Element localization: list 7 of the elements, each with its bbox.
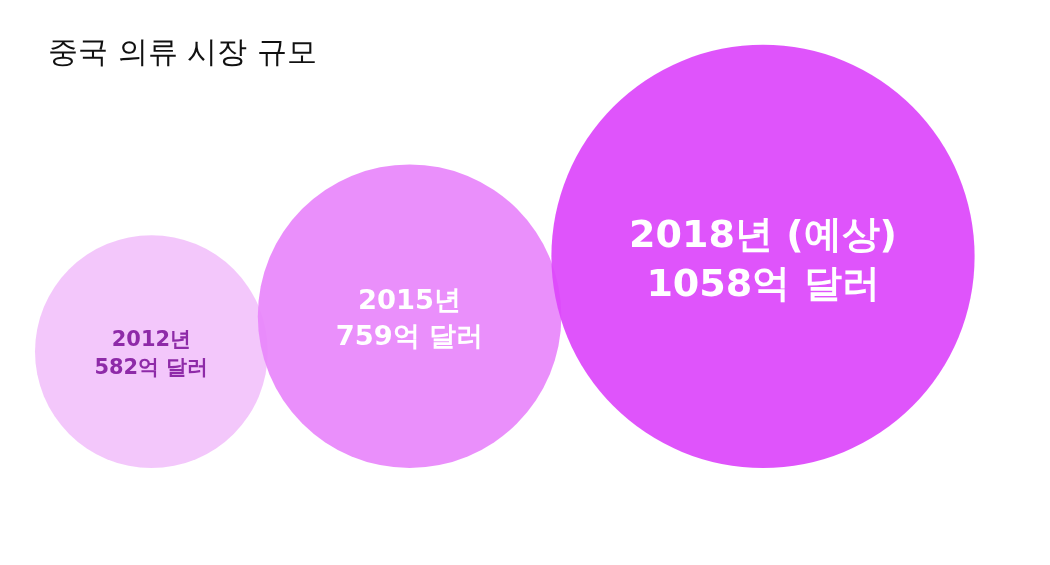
category-label: 2018년 (예상) — [628, 211, 898, 256]
data-label: 582억 달러 — [94, 354, 209, 379]
data-label: 1058억 달러 — [646, 261, 880, 306]
data-label: 759억 달러 — [335, 319, 484, 351]
category-label: 2015년 — [358, 284, 462, 316]
category-label: 2012년 — [111, 327, 192, 352]
text: 중국 의류 시장 규모 — [48, 34, 317, 69]
